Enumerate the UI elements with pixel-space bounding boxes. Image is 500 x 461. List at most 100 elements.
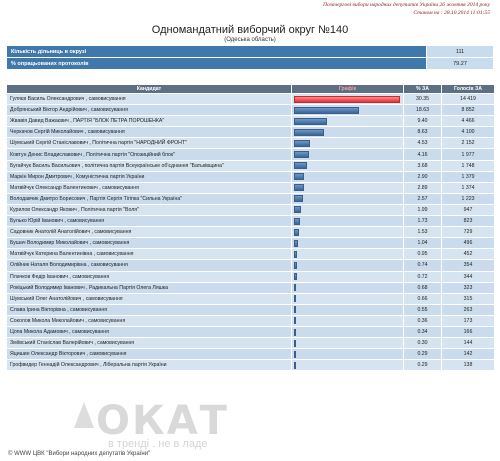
table-row: Олійник Наталя Володимирівна , самовисув… (6, 259, 495, 272)
graph-cell (291, 237, 404, 250)
candidate-name: Бугайчук Василь Васильович , політична п… (6, 159, 292, 172)
results-body: Гуляєв Василь Олександрович , самовисува… (6, 92, 495, 372)
votes-value: 344 (441, 270, 495, 283)
vote-share-bar (294, 284, 297, 292)
graph-cell (291, 259, 404, 272)
candidate-name: Садовник Анатолій Анатолійович , самовис… (6, 226, 292, 239)
graph-cell (291, 348, 404, 361)
table-row: Володавчик Дмитро Борисович , Партія Сер… (6, 192, 495, 205)
votes-value: 8 852 (441, 104, 495, 117)
votes-value: 166 (441, 325, 495, 339)
votes-value: 1 977 (441, 148, 495, 161)
vote-share-bar (294, 239, 298, 247)
graph-cell (291, 159, 404, 172)
percent-value: 0.74 (403, 259, 442, 272)
graph-cell (291, 314, 404, 327)
votes-value: 496 (441, 237, 495, 250)
percent-value: 0.68 (403, 281, 442, 294)
graph-cell (291, 137, 404, 150)
vote-share-bar (294, 339, 296, 347)
column-header-candidate[interactable]: Кандидат (6, 84, 292, 94)
graph-cell (291, 170, 404, 183)
graph-cell (291, 303, 404, 316)
percent-value: 0.72 (403, 270, 442, 283)
page-subtitle: (Одеська область) (224, 37, 276, 43)
watermark-logo-icon (74, 402, 94, 428)
percent-value: 0.55 (403, 303, 442, 316)
graph-cell (291, 325, 404, 339)
candidate-name: Цопа Микола Адамович , самовисування (6, 325, 292, 339)
table-row: Шумський Олег Анатолійович , самовисуван… (6, 292, 495, 305)
candidate-name: Соколов Микола Миколайович , самовисуван… (6, 314, 292, 327)
page-title: Одномандатний виборчий округ №140 (151, 24, 349, 36)
table-row: Садовник Анатолій Анатолійович , самовис… (6, 226, 495, 239)
percent-value: 2.89 (403, 181, 442, 194)
table-row: Цопа Микола Адамович , самовисування 0.34… (6, 325, 495, 339)
vote-share-bar (294, 117, 327, 125)
votes-value: 4 100 (441, 126, 495, 139)
table-row: Матвійчук Олександр Валентинович , самов… (6, 181, 495, 194)
vote-share-bar (294, 217, 301, 225)
column-header-votes[interactable]: Голосів ЗА (441, 84, 495, 94)
candidate-name: Зміївський Станіслав Валерійович , самов… (6, 337, 292, 350)
vote-share-bar (294, 195, 303, 203)
percent-value: 2.90 (403, 170, 442, 183)
votes-value: 354 (441, 259, 495, 272)
candidate-name: Гуляєв Василь Олександрович , самовисува… (6, 92, 292, 106)
votes-value: 947 (441, 203, 495, 217)
vote-share-bar (294, 328, 296, 336)
votes-value: 1 748 (441, 159, 495, 172)
vote-share-bar (294, 228, 300, 236)
graph-cell (291, 115, 404, 128)
votes-value: 144 (441, 337, 495, 350)
table-row: Плачков Федір Іванович , самовисування 0.… (6, 270, 495, 283)
percent-value: 2.57 (403, 192, 442, 205)
graph-cell (291, 215, 404, 228)
percent-value: 0.30 (403, 337, 442, 350)
percent-value: 9.40 (403, 115, 442, 128)
summary-value: 111 (426, 45, 494, 58)
results-table: Кандидат Графік % ЗА Голосів ЗА Гуляєв В… (6, 84, 495, 372)
vote-share-bar (294, 206, 301, 214)
vote-share-bar (294, 361, 296, 369)
percent-value: 4.53 (403, 137, 442, 150)
candidate-name: Булько Юрій Іванович , самовисування (6, 215, 292, 228)
table-row: Соколов Микола Миколайович , самовисуван… (6, 314, 495, 327)
graph-cell (291, 92, 404, 106)
vote-share-bar (294, 162, 307, 170)
votes-value: 2 152 (441, 137, 495, 150)
candidate-name: Матвійчук Катерина Валентинівна , самови… (6, 248, 292, 261)
candidate-name: Бушач Володимир Миколайович , самовисува… (6, 237, 292, 250)
votes-value: 1 374 (441, 181, 495, 194)
graph-cell (291, 192, 404, 205)
votes-value: 823 (441, 215, 495, 228)
table-row: Курилов Олександр Якович , Політична пар… (6, 203, 495, 217)
candidate-name: Рокіцький Володимир Іванович , Радикальн… (6, 281, 292, 294)
graph-cell (291, 148, 404, 161)
results-header-row: Кандидат Графік % ЗА Голосів ЗА (6, 84, 495, 94)
table-row: Ковтун Денис Владиславович , Політична п… (6, 148, 495, 161)
graph-cell (291, 104, 404, 117)
table-row: Жвавія Давид Важаєвич , ПАРТІЯ "БЛОК ПЕТ… (6, 115, 495, 128)
candidate-name: Плачков Федір Іванович , самовисування (6, 270, 292, 283)
status-timestamp: Станом на : 28.10.2014 11:01:55 (413, 10, 490, 16)
graph-cell (291, 270, 404, 283)
vote-share-bar (294, 306, 296, 314)
table-row: Бугайчук Василь Васильович , політична п… (6, 159, 495, 172)
table-row: Черкачов Сергій Миколайович , самовисува… (6, 126, 495, 139)
column-header-percent[interactable]: % ЗА (403, 84, 442, 94)
summary-label: Кількість дільниць в окрузі (6, 45, 427, 58)
vote-share-bar (294, 261, 297, 269)
top-info: Позачергові вибори народних депутатів Ук… (323, 1, 490, 17)
graph-cell (291, 203, 404, 217)
votes-value: 142 (441, 348, 495, 361)
candidate-name: Грофвидер Геннадій Олександрович , Лібер… (6, 359, 292, 372)
percent-value: 0.36 (403, 314, 442, 327)
table-row: Шумський Сергій Станіславович , Політичн… (6, 137, 495, 150)
percent-value: 1.53 (403, 226, 442, 239)
column-header-graph[interactable]: Графік (291, 84, 404, 94)
percent-value: 30.35 (403, 92, 442, 106)
percent-value: 3.68 (403, 159, 442, 172)
vote-share-bar (294, 250, 298, 258)
votes-value: 729 (441, 226, 495, 239)
